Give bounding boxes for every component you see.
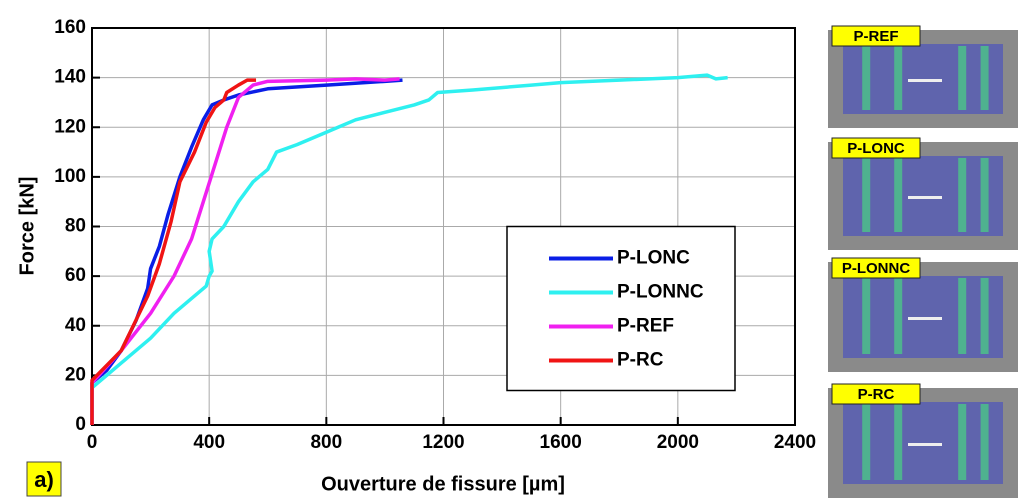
y-tick-label: 120 — [54, 116, 86, 137]
crack-streak — [980, 278, 989, 354]
plot-frame — [91, 27, 796, 426]
crack-streak — [980, 46, 989, 110]
crack-streak — [894, 404, 903, 480]
image-label: P-LONNC — [842, 260, 910, 277]
panel-label-box — [26, 461, 62, 497]
crack-streak — [958, 158, 967, 232]
crack-streak — [862, 158, 871, 232]
y-tick-label: 80 — [65, 216, 86, 237]
x-tick-label: 2400 — [774, 432, 816, 453]
scale-bar — [908, 443, 942, 446]
legend-label: P-LONNC — [617, 282, 704, 303]
series-line — [90, 78, 257, 425]
crack-streak — [894, 46, 903, 110]
scale-bar — [908, 79, 942, 82]
x-tick-label: 0 — [87, 432, 98, 453]
image-label: P-LONC — [847, 140, 905, 157]
x-tick-label: 400 — [193, 432, 225, 453]
crack-streak — [862, 278, 871, 354]
legend-label: P-RC — [617, 350, 664, 371]
crack-streak — [980, 158, 989, 232]
scale-bar — [908, 317, 942, 320]
image-label-box — [831, 25, 921, 47]
x-axis-label: Ouverture de fissure [µm] — [321, 473, 565, 495]
x-tick-label: 1200 — [422, 432, 464, 453]
crack-streak — [862, 404, 871, 480]
series-line — [90, 77, 400, 425]
x-tick-label: 800 — [310, 432, 342, 453]
crack-streak — [894, 158, 903, 232]
y-tick-label: 40 — [65, 315, 86, 336]
y-tick-label: 140 — [54, 67, 86, 88]
image-label: P-RC — [858, 386, 895, 403]
image-label: P-REF — [854, 28, 899, 45]
legend-label: P-REF — [617, 316, 674, 337]
scale-bar — [908, 196, 942, 199]
x-tick-label: 2000 — [657, 432, 699, 453]
crack-streak — [958, 46, 967, 110]
crack-streak — [958, 278, 967, 354]
y-tick-label: 60 — [65, 265, 86, 286]
panel-label: a) — [34, 467, 54, 492]
crack-streak — [980, 404, 989, 480]
crack-streak — [894, 278, 903, 354]
y-axis-label: Force [kN] — [16, 177, 38, 276]
y-tick-label: 20 — [65, 364, 86, 385]
series-line — [90, 73, 728, 425]
image-label-box — [831, 383, 921, 405]
image-label-box — [831, 137, 921, 159]
crack-streak — [958, 404, 967, 480]
y-tick-label: 100 — [54, 166, 86, 187]
legend-label: P-LONC — [617, 248, 690, 269]
image-label-box — [831, 257, 921, 279]
legend-box — [506, 225, 736, 392]
y-tick-label: 160 — [54, 17, 86, 38]
crack-streak — [862, 46, 871, 110]
x-tick-label: 1600 — [540, 432, 582, 453]
y-tick-label: 0 — [75, 414, 86, 435]
